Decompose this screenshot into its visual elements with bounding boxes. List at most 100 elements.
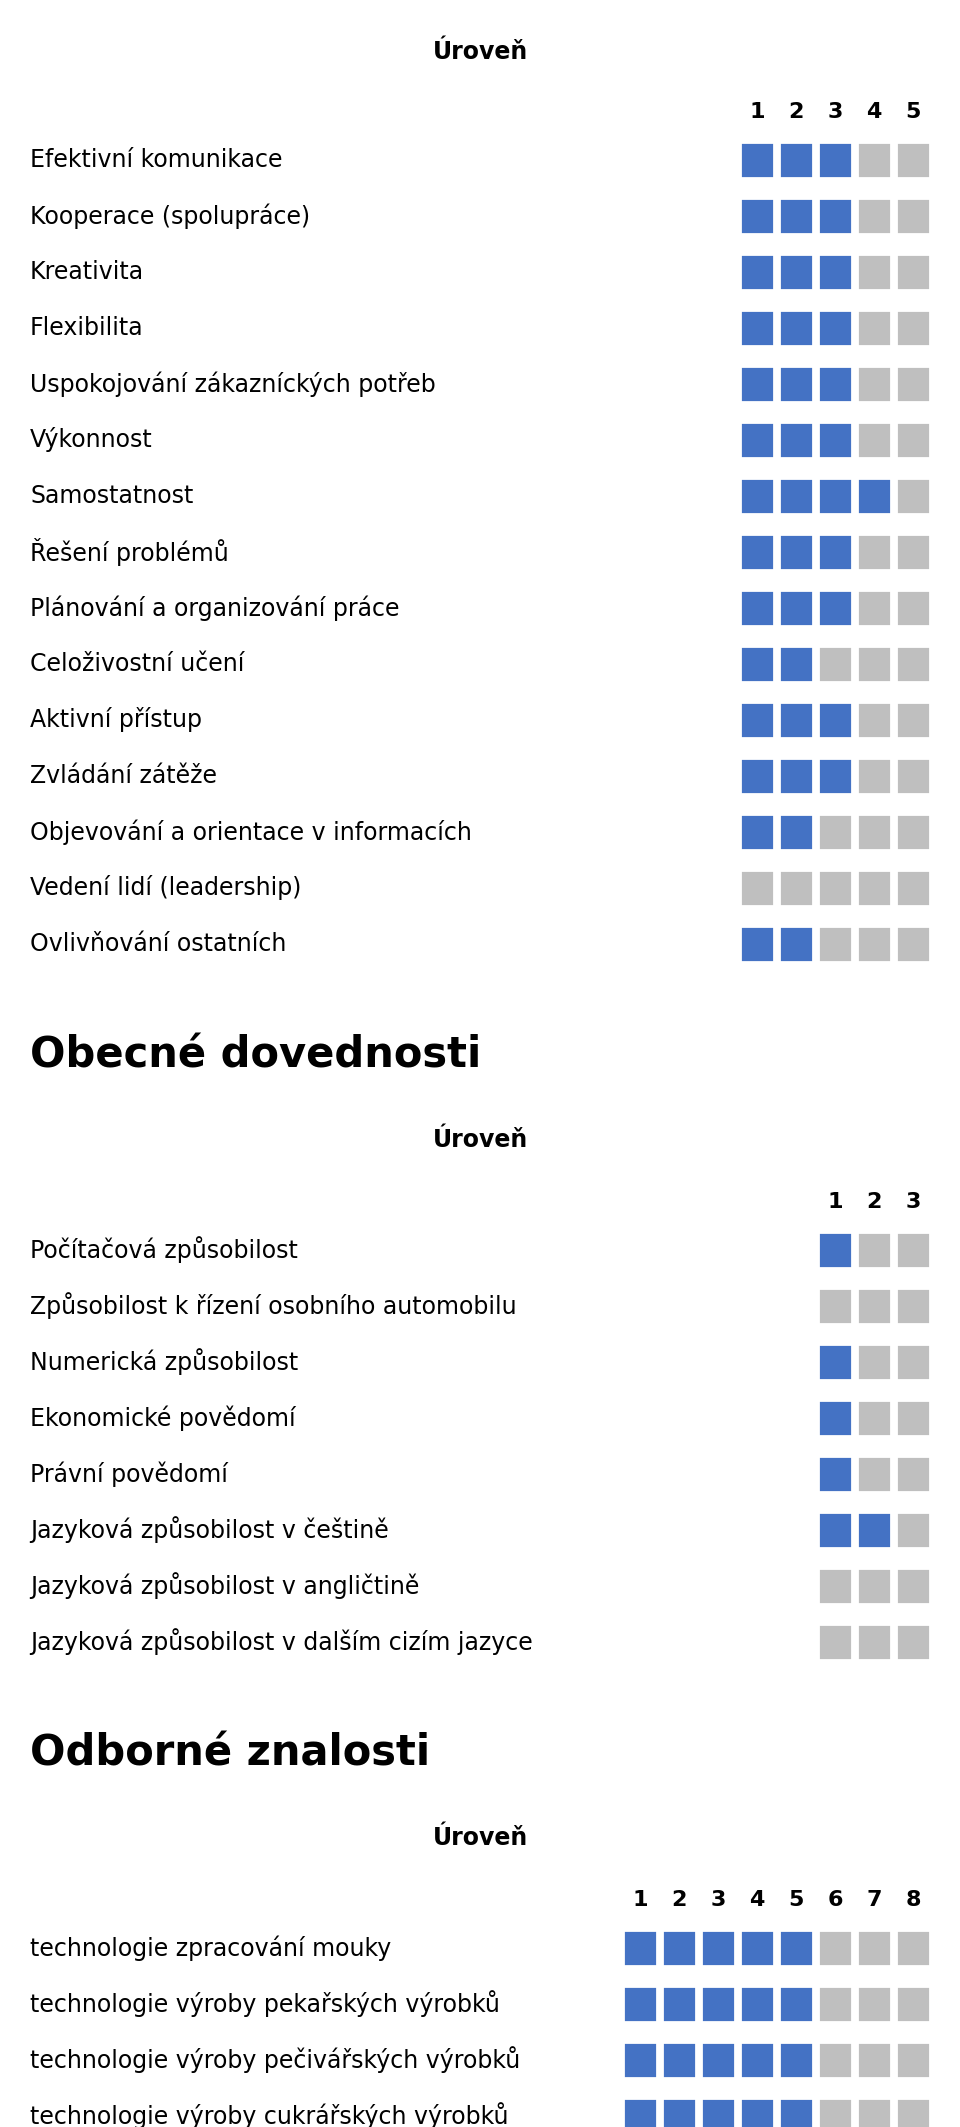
Bar (818, 2042, 852, 2078)
Bar (857, 1457, 891, 1491)
Bar (818, 1929, 852, 1965)
Bar (818, 2097, 852, 2127)
Bar (857, 479, 891, 515)
Text: 1: 1 (633, 1891, 648, 1910)
Text: Ekonomické povědomí: Ekonomické povědomí (30, 1406, 296, 1431)
Bar (896, 421, 930, 457)
Bar (857, 1929, 891, 1965)
Text: 2: 2 (788, 102, 804, 121)
Bar (857, 589, 891, 625)
Bar (857, 1289, 891, 1323)
Bar (896, 143, 930, 179)
Bar (779, 2097, 813, 2127)
Bar (857, 311, 891, 347)
Bar (740, 311, 774, 347)
Bar (779, 702, 813, 738)
Text: technologie výroby cukrářských výrobků: technologie výroby cukrářských výrobků (30, 2104, 509, 2127)
Bar (623, 2097, 657, 2127)
Bar (740, 925, 774, 961)
Bar (896, 1232, 930, 1268)
Text: 2: 2 (671, 1891, 686, 1910)
Bar (896, 198, 930, 234)
Bar (779, 253, 813, 289)
Bar (857, 2042, 891, 2078)
Bar (857, 1987, 891, 2023)
Bar (818, 1400, 852, 1436)
Text: 8: 8 (905, 1891, 921, 1910)
Bar (818, 1625, 852, 1659)
Bar (896, 925, 930, 961)
Text: Počítačová způsobilost: Počítačová způsobilost (30, 1236, 298, 1263)
Text: 6: 6 (828, 1891, 843, 1910)
Bar (779, 647, 813, 683)
Bar (896, 2097, 930, 2127)
Bar (857, 534, 891, 570)
Bar (818, 198, 852, 234)
Text: 1: 1 (749, 102, 765, 121)
Text: Odborné znalosti: Odborné znalosti (30, 1731, 430, 1774)
Text: 3: 3 (905, 1191, 921, 1212)
Bar (857, 421, 891, 457)
Bar (857, 925, 891, 961)
Text: Ovlivňování ostatních: Ovlivňování ostatních (30, 932, 286, 955)
Bar (779, 1987, 813, 2023)
Bar (896, 1987, 930, 2023)
Bar (779, 534, 813, 570)
Text: Vedení lidí (leadership): Vedení lidí (leadership) (30, 876, 301, 900)
Bar (857, 1625, 891, 1659)
Bar (818, 143, 852, 179)
Bar (896, 870, 930, 906)
Bar (701, 2042, 735, 2078)
Bar (896, 1929, 930, 1965)
Bar (896, 253, 930, 289)
Bar (701, 1929, 735, 1965)
Text: technologie zpracování mouky: technologie zpracování mouky (30, 1936, 392, 1961)
Bar (857, 2097, 891, 2127)
Text: Objevování a orientace v informacích: Objevování a orientace v informacích (30, 819, 472, 844)
Bar (740, 253, 774, 289)
Text: Způsobilost k řízení osobního automobilu: Způsobilost k řízení osobního automobilu (30, 1293, 516, 1319)
Bar (818, 589, 852, 625)
Bar (896, 1289, 930, 1323)
Text: Řešení problémů: Řešení problémů (30, 538, 228, 566)
Text: Kooperace (spolupráce): Kooperace (spolupráce) (30, 204, 310, 230)
Text: Zvládání zátěže: Zvládání zátěže (30, 764, 217, 787)
Bar (740, 870, 774, 906)
Text: Kreativita: Kreativita (30, 259, 144, 285)
Bar (857, 647, 891, 683)
Text: technologie výroby pečivářských výrobků: technologie výroby pečivářských výrobků (30, 2046, 520, 2074)
Bar (896, 1568, 930, 1604)
Bar (896, 1625, 930, 1659)
Bar (818, 1512, 852, 1548)
Bar (740, 143, 774, 179)
Bar (779, 198, 813, 234)
Bar (857, 1232, 891, 1268)
Bar (779, 2042, 813, 2078)
Bar (779, 421, 813, 457)
Bar (818, 1457, 852, 1491)
Text: Právní povědomí: Právní povědomí (30, 1461, 228, 1487)
Bar (857, 757, 891, 793)
Text: 1: 1 (828, 1191, 843, 1212)
Bar (896, 757, 930, 793)
Bar (740, 815, 774, 851)
Bar (662, 1987, 696, 2023)
Bar (740, 2042, 774, 2078)
Bar (818, 1987, 852, 2023)
Text: 3: 3 (828, 102, 843, 121)
Text: 4: 4 (866, 102, 881, 121)
Text: Úrovеň: Úrovеň (432, 40, 528, 64)
Bar (662, 2097, 696, 2127)
Bar (740, 2097, 774, 2127)
Bar (896, 1512, 930, 1548)
Text: 7: 7 (866, 1891, 881, 1910)
Bar (896, 1400, 930, 1436)
Bar (896, 534, 930, 570)
Bar (896, 311, 930, 347)
Bar (818, 925, 852, 961)
Text: Obecné dovednosti: Obecné dovednosti (30, 1034, 481, 1076)
Text: Celoživostní učení: Celoživostní učení (30, 653, 245, 676)
Bar (818, 421, 852, 457)
Text: Uspokojování zákazníckých potřeb: Uspokojování zákazníckých potřeb (30, 372, 436, 398)
Bar (857, 870, 891, 906)
